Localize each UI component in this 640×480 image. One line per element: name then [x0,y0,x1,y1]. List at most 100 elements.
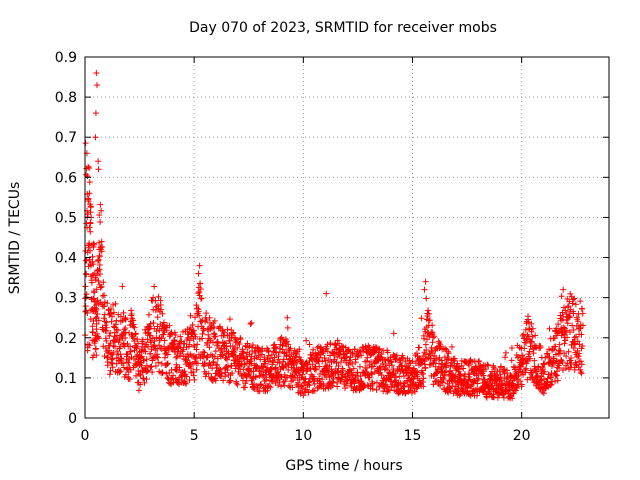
data-point [387,358,394,365]
data-point [89,323,96,330]
data-point [187,312,194,319]
data-point [540,390,547,397]
data-point [332,342,339,349]
data-point [333,344,340,351]
data-point [497,363,504,370]
data-point [356,363,363,370]
data-point [564,320,571,327]
data-point [226,353,233,360]
data-point [164,360,171,367]
data-point [143,356,150,363]
data-point [251,386,258,393]
data-point [151,337,158,344]
data-point [93,272,100,279]
data-point [140,357,147,364]
data-point [279,364,286,371]
data-point [577,358,584,365]
data-point [150,294,157,301]
data-point [497,374,504,381]
data-point [418,315,425,322]
data-point [384,366,391,373]
data-point [425,310,432,317]
data-point [382,360,389,367]
data-point [97,284,104,291]
data-point [135,387,142,394]
data-point [384,349,391,356]
data-point [107,330,114,337]
data-point [248,319,255,326]
y-tick-label: 0.6 [55,170,77,186]
data-point [101,292,108,299]
data-point [144,336,151,343]
data-point [563,327,570,334]
data-point [547,382,554,389]
data-point [229,370,236,377]
data-point [371,369,378,376]
data-point [154,351,161,358]
data-point [306,382,313,389]
axis-ticks: 0 0.1 0.2 0.3 0.4 0.5 0.6 0.7 0.8 0.9 0 5 10 15 20 [55,50,609,444]
data-point [571,295,578,302]
data-point [93,326,100,333]
data-point [573,333,580,340]
data-point [234,381,241,388]
y-axis-label: SRMTID / TECUs [7,182,23,295]
data-point [445,355,452,362]
data-point [128,307,135,314]
data-point [95,166,102,173]
data-point [158,335,165,342]
data-point [214,355,221,362]
data-point [443,360,450,367]
data-point [263,374,270,381]
data-point [339,367,346,374]
data-point [147,364,154,371]
data-point [336,340,343,347]
data-point [420,370,427,377]
data-point [430,381,437,388]
data-point [457,372,464,379]
data-point [285,366,292,373]
data-point [103,324,110,331]
data-point [508,357,515,364]
data-point [311,388,318,394]
data-point [525,351,532,358]
data-point [83,271,90,278]
data-point [190,372,197,379]
data-point [494,394,501,401]
data-point [568,361,575,368]
data-point [419,379,426,386]
data-point [90,261,97,268]
data-point [579,310,586,317]
data-point [155,305,162,312]
x-axis-label: GPS time / hours [285,458,402,474]
data-point [576,350,583,357]
data-point [210,359,217,366]
data-point [542,354,549,361]
data-point [207,325,214,332]
data-point [194,305,201,312]
data-point [152,363,159,370]
data-point [220,377,227,384]
data-point [83,165,90,172]
data-point [321,355,328,362]
data-point [406,357,413,364]
data-point [332,341,339,348]
data-point [107,339,114,346]
data-point [532,332,539,339]
data-point [364,354,371,361]
data-point [416,344,423,351]
data-point [106,332,113,339]
data-point [272,343,279,350]
data-point [485,362,492,369]
data-point [323,290,330,297]
data-point [512,364,519,371]
data-point [350,365,357,372]
data-point [101,303,108,310]
x-tick-label: 0 [81,428,90,444]
data-point [432,370,439,377]
data-point [172,331,179,338]
data-point [577,298,584,305]
data-point [94,310,101,317]
data-point [413,350,420,357]
